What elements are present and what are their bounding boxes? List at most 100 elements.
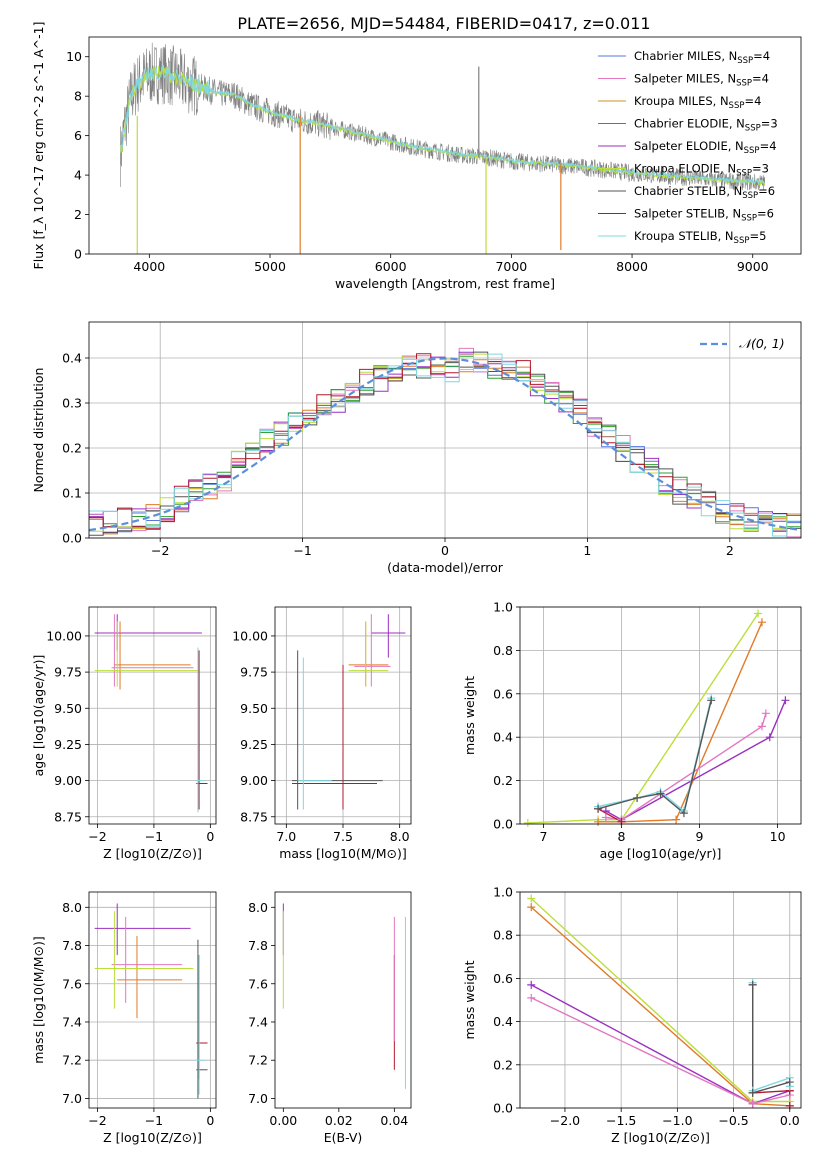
y-tick-label: 9.00 bbox=[54, 773, 82, 788]
y-tick-label: 9.50 bbox=[54, 701, 82, 716]
x-tick-label: 7.0 bbox=[276, 829, 296, 844]
x-axis-label: mass [log10(M/M⊙)] bbox=[279, 846, 407, 861]
normal-curve bbox=[89, 357, 801, 532]
y-tick-label: 0.4 bbox=[493, 1014, 513, 1029]
weight-series-line bbox=[605, 700, 787, 821]
weight-point-marker bbox=[527, 993, 536, 1002]
weight-point-marker bbox=[757, 722, 766, 731]
y-tick-label: 9.25 bbox=[54, 737, 82, 752]
weight-point-marker bbox=[633, 793, 642, 802]
y-tick-label: 8.75 bbox=[54, 809, 82, 824]
legend-label: Chabrier MILES, NSSP=4 bbox=[634, 49, 770, 66]
legend-label: Kroupa MILES, NSSP=4 bbox=[634, 94, 761, 111]
y-tick-label: 0 bbox=[74, 247, 82, 262]
x-tick-label: 0.04 bbox=[380, 1113, 408, 1128]
axes-frame bbox=[519, 606, 802, 825]
chart-weight_vs_age: 7 8 9 10 0.0 0.2 0.4 0.6 0.8 1.0 age [log10(age/yr… bbox=[462, 600, 802, 861]
x-tick-label: −0.5 bbox=[718, 1113, 748, 1128]
weight-point-marker bbox=[761, 709, 770, 718]
x-tick-label: 8.0 bbox=[390, 829, 410, 844]
chart-age_vs_mass: 7.0 7.5 8.0 8.75 9.00 9.25 9.50 9.75 10.00 mass [… bbox=[232, 606, 412, 861]
plot-area bbox=[89, 347, 801, 538]
legend-label: 𝒩(0, 1) bbox=[739, 336, 785, 351]
x-tick-label: 7.5 bbox=[333, 829, 353, 844]
x-tick-label: −1.5 bbox=[606, 1113, 636, 1128]
y-tick-label: 10 bbox=[66, 49, 82, 64]
y-tick-label: 7.0 bbox=[248, 1091, 268, 1106]
x-tick-label: 4000 bbox=[133, 259, 165, 274]
y-tick-label: 6 bbox=[74, 128, 82, 143]
legend: Chabrier MILES, NSSP=4 Salpeter MILES, NS… bbox=[598, 49, 778, 246]
x-tick-label: 9 bbox=[696, 829, 704, 844]
x-tick-label: 2 bbox=[726, 543, 734, 558]
axes-frame bbox=[88, 36, 802, 255]
legend-label: Chabrier STELIB, NSSP=6 bbox=[634, 184, 775, 201]
x-tick-label: 8 bbox=[617, 829, 625, 844]
axes-frame bbox=[274, 891, 412, 1109]
y-tick-label: 7.2 bbox=[62, 1053, 82, 1068]
weight-point-marker bbox=[754, 609, 763, 618]
y-tick-label: 0.4 bbox=[493, 730, 513, 745]
x-tick-label: −1 bbox=[293, 543, 311, 558]
x-tick-label: −1 bbox=[145, 1113, 163, 1128]
y-tick-label: 7.2 bbox=[248, 1053, 268, 1068]
x-tick-label: 7 bbox=[539, 829, 547, 844]
chart-spectrum: 4000 5000 6000 7000 8000 9000 0 2 4 6 8 10 wavelengt… bbox=[31, 22, 802, 291]
plot-area bbox=[94, 614, 208, 813]
x-tick-label: 1 bbox=[583, 543, 591, 558]
figure-title: PLATE=2656, MJD=54484, FIBERID=0417, z=0… bbox=[237, 14, 650, 33]
y-tick-label: 8.75 bbox=[240, 809, 268, 824]
weight-series-line bbox=[605, 713, 767, 821]
y-tick-label: 1.0 bbox=[493, 600, 513, 615]
x-tick-label: −2 bbox=[88, 829, 106, 844]
y-tick-label: 0.8 bbox=[493, 643, 513, 658]
legend-label: Salpeter STELIB, NSSP=6 bbox=[634, 207, 774, 224]
x-tick-label: 8000 bbox=[616, 259, 648, 274]
weight-point-marker bbox=[765, 733, 774, 742]
y-axis-label: mass weight bbox=[462, 960, 477, 1039]
weight-point-marker bbox=[679, 809, 688, 818]
axes-frame bbox=[519, 891, 802, 1109]
weight-point-marker bbox=[785, 1078, 794, 1087]
y-tick-label: 7.4 bbox=[248, 1014, 268, 1029]
y-axis-label: mass [log10(M/M⊙)] bbox=[31, 936, 46, 1064]
x-tick-label: 0 bbox=[441, 543, 449, 558]
legend-label: Salpeter MILES, NSSP=4 bbox=[634, 72, 769, 89]
x-axis-label: E(B-V) bbox=[324, 1130, 363, 1145]
y-tick-label: 0.1 bbox=[62, 486, 82, 501]
x-tick-label: 9000 bbox=[737, 259, 769, 274]
x-axis-label: Z [log10(Z/Z⊙)] bbox=[103, 846, 202, 861]
x-axis-label: wavelength [Angstrom, rest frame] bbox=[335, 276, 555, 291]
histogram-series bbox=[89, 353, 801, 537]
x-axis-label: age [log10(age/yr)] bbox=[600, 846, 722, 861]
weight-series-line bbox=[530, 984, 791, 1105]
plot-area bbox=[530, 897, 791, 1107]
weight-point-marker bbox=[748, 980, 757, 989]
weight-point-marker bbox=[672, 815, 681, 824]
y-tick-label: 7.4 bbox=[62, 1014, 82, 1029]
weight-point-marker bbox=[523, 818, 532, 827]
x-tick-label: −1 bbox=[145, 829, 163, 844]
y-tick-label: 8.0 bbox=[62, 900, 82, 915]
weight-point-marker bbox=[527, 894, 536, 903]
y-axis-label: age [log10(age/yr)] bbox=[31, 655, 46, 777]
weight-point-marker bbox=[594, 804, 603, 813]
legend-label: Kroupa ELODIE, NSSP=3 bbox=[634, 162, 769, 179]
y-tick-label: 8 bbox=[74, 89, 82, 104]
y-tick-label: 0.8 bbox=[493, 928, 513, 943]
y-tick-label: 9.00 bbox=[240, 773, 268, 788]
y-tick-label: 0.2 bbox=[62, 441, 82, 456]
weight-point-marker bbox=[527, 980, 536, 989]
weight-point-marker bbox=[785, 1101, 794, 1110]
y-tick-label: 9.75 bbox=[240, 665, 268, 680]
y-tick-label: 7.6 bbox=[62, 976, 82, 991]
chart-mass_vs_Z: −2 −1 0 7.0 7.2 7.4 7.6 7.8 8.0 Z [log10(Z/Z⊙)] ma… bbox=[31, 891, 217, 1145]
x-tick-label: 0 bbox=[206, 829, 214, 844]
plot-area bbox=[119, 42, 766, 254]
histogram-series bbox=[89, 351, 801, 536]
y-tick-label: 0.6 bbox=[493, 686, 513, 701]
y-tick-label: 7.8 bbox=[248, 938, 268, 953]
y-tick-label: 9.25 bbox=[240, 737, 268, 752]
y-tick-label: 0.2 bbox=[493, 1057, 513, 1072]
weight-point-marker bbox=[707, 696, 716, 705]
